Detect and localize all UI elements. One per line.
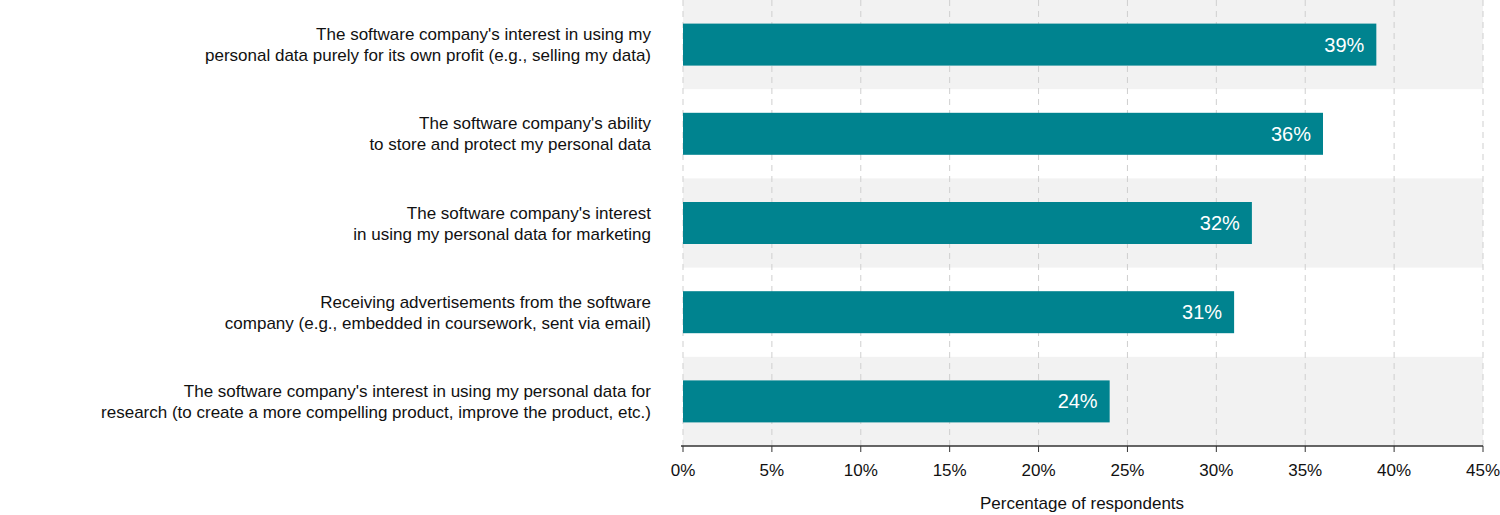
bar	[683, 202, 1252, 244]
tick-mark	[771, 446, 772, 452]
tick-mark	[1038, 446, 1039, 452]
category-label: The software company's interest in using…	[205, 25, 651, 65]
category-label-line: research (to create a more compelling pr…	[101, 403, 651, 422]
tick-label: 15%	[933, 461, 967, 480]
category-label-line: to store and protect my personal data	[369, 135, 651, 154]
category-label: The software company's interest in using…	[101, 382, 651, 422]
tick-mark	[860, 446, 861, 452]
data-label: 36%	[1271, 123, 1311, 145]
row-band	[683, 0, 1483, 89]
axis-line	[681, 445, 1483, 447]
category-label-line: Receiving advertisements from the softwa…	[320, 293, 651, 312]
data-label: 39%	[1324, 34, 1364, 56]
category-label: The software company's interest in using …	[353, 204, 651, 244]
data-label: 31%	[1182, 301, 1222, 323]
axis-title: Percentage of respondents	[980, 494, 1184, 513]
category-label: The software company's ability to store a…	[369, 114, 651, 154]
category-label-line: personal data purely for its own profit …	[205, 46, 651, 65]
tick-mark	[1305, 446, 1306, 452]
tick-mark	[1216, 446, 1217, 452]
tick-label: 30%	[1199, 461, 1233, 480]
grid-line	[1483, 0, 1484, 446]
bars	[683, 24, 1376, 423]
tick-label: 10%	[844, 461, 878, 480]
tick-mark	[683, 446, 684, 452]
bar	[683, 380, 1110, 422]
category-label-line: The software company's interest in using…	[184, 382, 652, 401]
grid-line	[1305, 0, 1306, 446]
grid-line	[1394, 0, 1395, 446]
tick-mark	[1483, 446, 1484, 452]
tick-mark	[949, 446, 950, 452]
tick-label: 25%	[1110, 461, 1144, 480]
bar	[683, 113, 1323, 155]
row-band	[683, 357, 1483, 446]
category-label-line: The software company's interest in using…	[316, 25, 651, 44]
tick-mark	[1394, 446, 1395, 452]
tick-label: 0%	[671, 461, 696, 480]
tick-label: 35%	[1288, 461, 1322, 480]
tick-label: 5%	[760, 461, 785, 480]
data-label: 32%	[1200, 212, 1240, 234]
tick-label: 45%	[1466, 461, 1500, 480]
chart: 0% 5% 10% 15% 20% 25% 30% 35% 40% 45% 39% 36% 32% 31%…	[0, 0, 1500, 515]
bar	[683, 24, 1376, 66]
row-band	[683, 178, 1483, 267]
category-label-line: in using my personal data for marketing	[353, 225, 651, 244]
category-label-line: The software company's interest	[407, 204, 651, 223]
category-label-line: The software company's ability	[419, 114, 651, 133]
tick-mark	[1127, 446, 1128, 452]
category-label-line: company (e.g., embedded in coursework, s…	[225, 314, 651, 333]
tick-label: 40%	[1377, 461, 1411, 480]
bar	[683, 291, 1234, 333]
category-label: Receiving advertisements from the softwa…	[225, 293, 651, 333]
data-label: 24%	[1058, 390, 1098, 412]
tick-label: 20%	[1022, 461, 1056, 480]
